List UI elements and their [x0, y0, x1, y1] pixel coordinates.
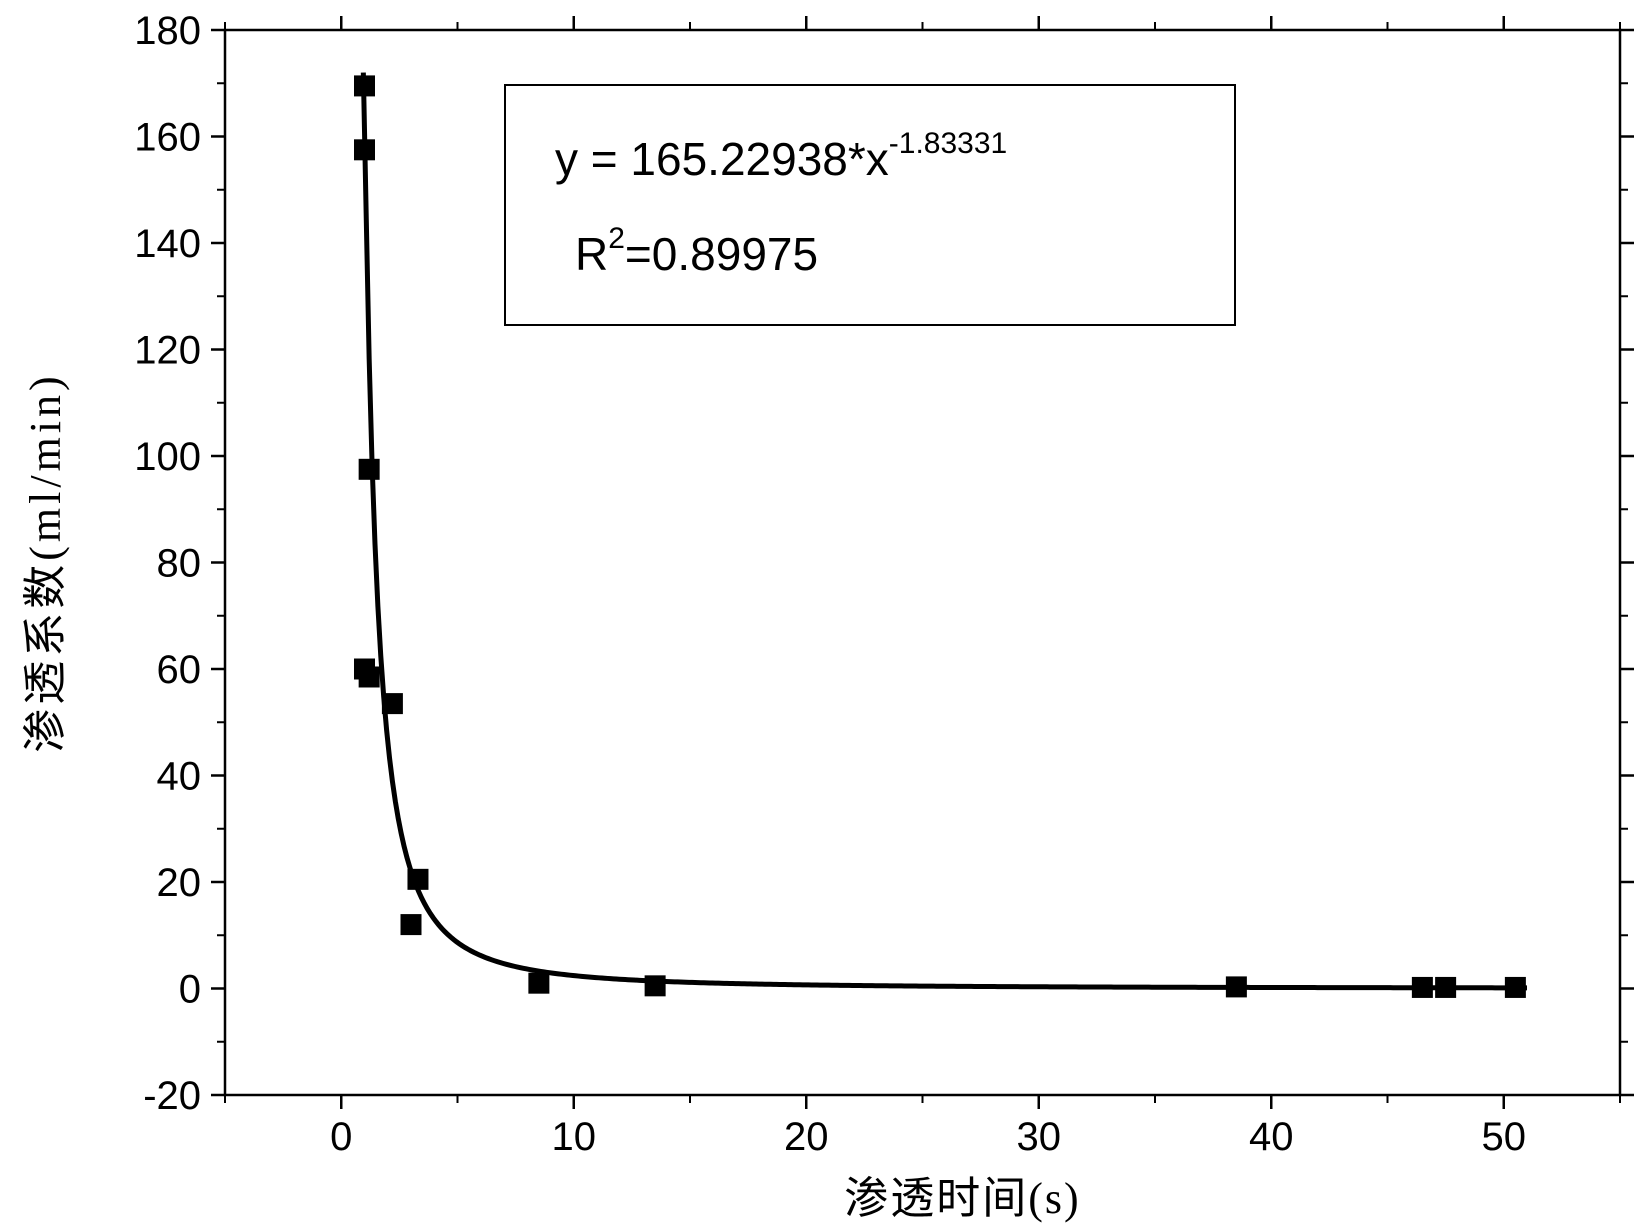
data-marker	[408, 869, 428, 889]
chart-container: 0 10 20 30 40 50 -20 0 20 40 60 80 100 120 140 160 180 渗透…	[0, 0, 1650, 1232]
y-tick-label: 60	[157, 648, 202, 692]
equation-line1: y = 165.22938*x-1.83331	[555, 127, 1007, 185]
x-tick-label: 40	[1249, 1115, 1294, 1159]
y-tick-label: 20	[157, 861, 202, 905]
y-axis-label: 渗透系数(ml/min)	[21, 372, 70, 752]
y-tick-label: 80	[157, 542, 202, 586]
data-marker	[1436, 977, 1456, 997]
x-axis-label: 渗透时间(s)	[844, 1174, 1080, 1223]
y-tick-label: 140	[134, 222, 201, 266]
equation-box	[505, 85, 1235, 325]
x-tick-label: 10	[552, 1115, 597, 1159]
data-marker	[1226, 977, 1246, 997]
data-marker	[355, 76, 375, 96]
equation-line2: R2=0.89975	[575, 222, 818, 280]
chart-svg: 0 10 20 30 40 50 -20 0 20 40 60 80 100 120 140 160 180 渗透…	[0, 0, 1650, 1232]
data-marker	[359, 459, 379, 479]
data-marker	[529, 973, 549, 993]
y-tick-label: -20	[143, 1074, 201, 1118]
x-tick-label: 50	[1482, 1115, 1527, 1159]
data-marker	[645, 976, 665, 996]
plot-border	[225, 30, 1620, 1095]
y-tick-label: 40	[157, 755, 202, 799]
fit-curve	[363, 73, 1527, 988]
x-tick-label: 20	[784, 1115, 829, 1159]
y-tick-label: 120	[134, 329, 201, 373]
data-marker	[359, 667, 379, 687]
data-marker	[355, 140, 375, 160]
y-tick-label: 100	[134, 435, 201, 479]
data-marker	[1412, 977, 1432, 997]
data-marker	[1505, 977, 1525, 997]
y-tick-label: 0	[179, 968, 201, 1012]
data-marker	[382, 694, 402, 714]
x-tick-label: 30	[1017, 1115, 1062, 1159]
y-tick-label: 160	[134, 116, 201, 160]
y-tick-label: 180	[134, 9, 201, 53]
data-marker	[401, 915, 421, 935]
x-tick-label: 0	[330, 1115, 352, 1159]
